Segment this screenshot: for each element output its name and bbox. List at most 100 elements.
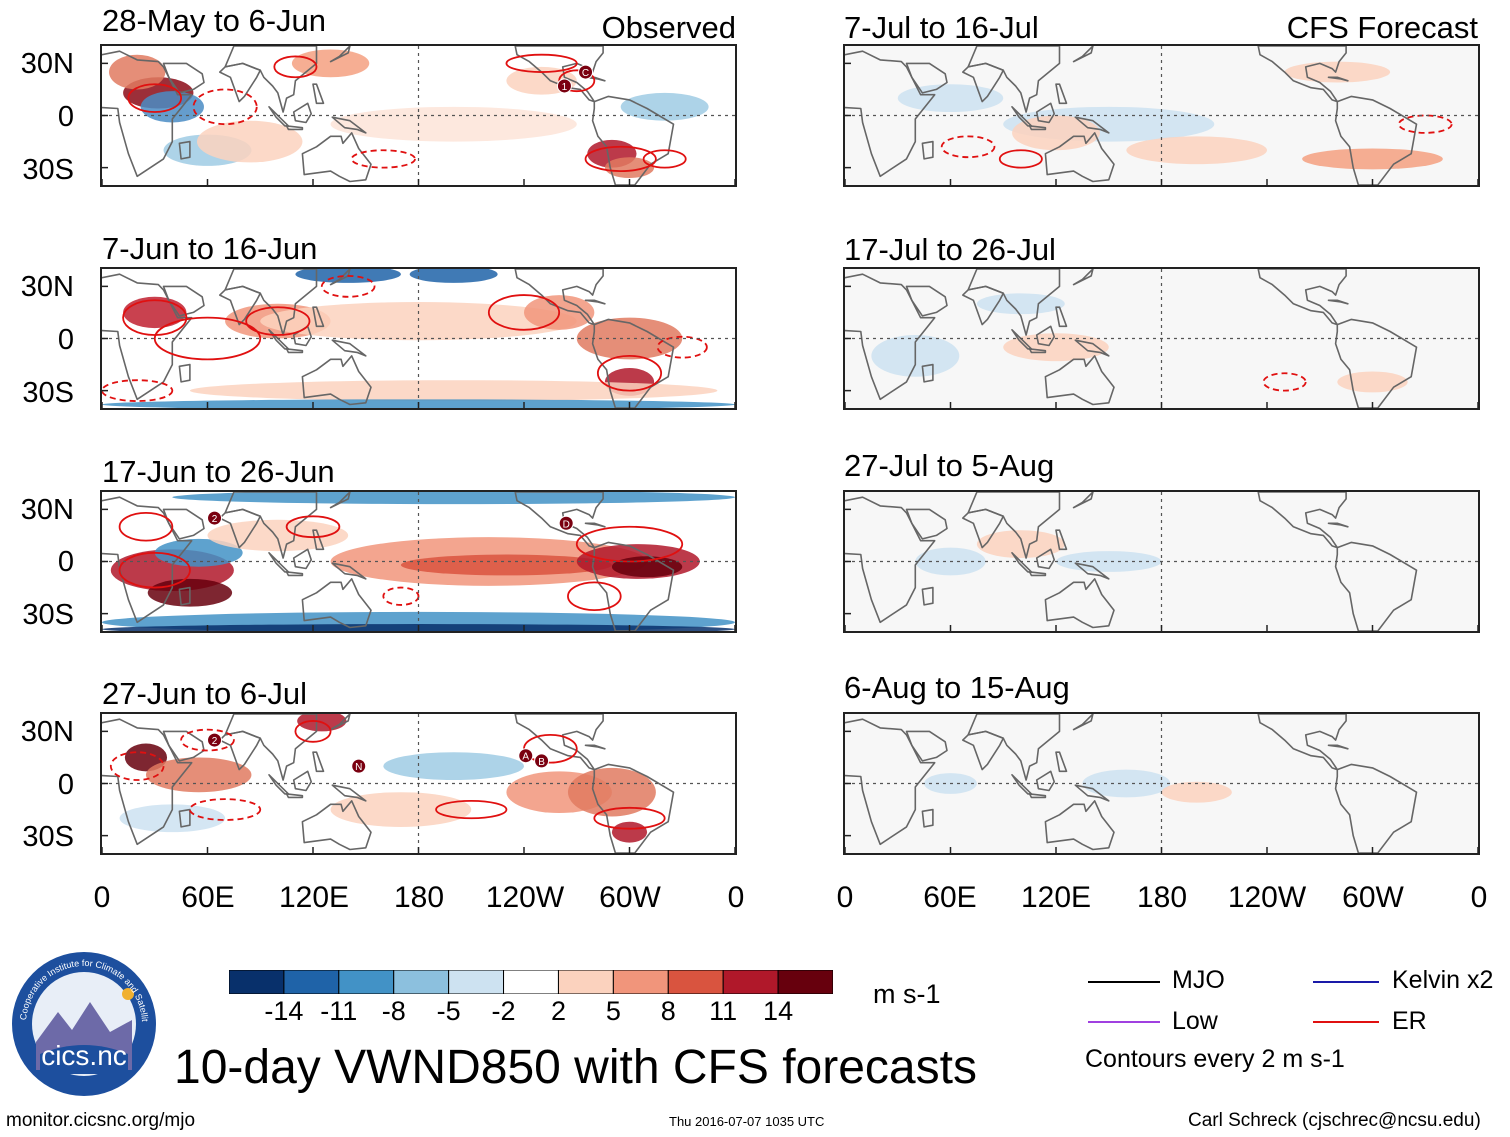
storm-marker-label: B [538, 757, 545, 768]
coastline [224, 714, 318, 781]
coastline [1011, 551, 1033, 573]
coastline [285, 793, 304, 799]
coastline [514, 492, 604, 549]
storm-marker-label: N [355, 762, 362, 773]
er-contour [102, 379, 174, 402]
storm-marker-label: 1 [562, 82, 568, 93]
coastline [967, 269, 1061, 336]
coastline [285, 571, 304, 577]
er-contour [567, 581, 622, 612]
source-link[interactable]: monitor.cicsnc.org/mjo [6, 1110, 196, 1131]
coastline [331, 562, 367, 580]
fcst-map-panel-3 [843, 490, 1480, 633]
coastline [312, 751, 325, 773]
coastline [905, 62, 948, 94]
lat-label-30n: 30N [20, 271, 74, 303]
coastline [178, 586, 191, 606]
logo-sun [122, 988, 134, 1000]
legend-er-line [1313, 1021, 1379, 1023]
coastline [591, 541, 675, 631]
coastline [1327, 299, 1349, 305]
er-contour [593, 806, 666, 830]
anomaly-shading [400, 554, 612, 576]
colorbar-swatch [667, 969, 724, 995]
coastline [1257, 269, 1347, 326]
colorbar-swatch [228, 969, 285, 995]
anomaly-shading [611, 556, 683, 578]
anomaly-shading [109, 54, 166, 90]
colorbar-swatch [777, 969, 834, 995]
colorbar-swatch [283, 969, 340, 995]
coastline [921, 363, 934, 383]
anomaly-shading [620, 92, 709, 121]
obs-panel-1-title: 28-May to 6-Jun [102, 3, 326, 38]
lat-label-30s: 30S [22, 154, 74, 186]
lon-label-180: 180 [393, 881, 445, 914]
storm-marker: C [578, 64, 594, 80]
coastline [591, 318, 675, 408]
coastline [1044, 578, 1115, 629]
lat-label-eq: 0 [57, 101, 74, 133]
er-contour [998, 149, 1043, 169]
anomaly-shading [1003, 333, 1109, 362]
coastline [921, 140, 934, 160]
coastline [102, 496, 193, 624]
storm-marker-label: A [522, 752, 529, 763]
storm-marker: 2 [207, 732, 223, 748]
coastline [285, 348, 304, 354]
storm-marker-label: 2 [212, 514, 218, 525]
coastline [1044, 800, 1115, 851]
fcst-panel-4-title: 6-Aug to 15-Aug [844, 670, 1070, 705]
legend-er-label: ER [1392, 1007, 1427, 1035]
er-contour [245, 306, 311, 336]
er-contour [285, 515, 341, 539]
lon-label-120w: 120W [1227, 881, 1307, 914]
fcst-map-panel-2 [843, 267, 1480, 410]
er-contour [109, 751, 165, 781]
coastline [1035, 102, 1055, 124]
coastline [1072, 492, 1094, 509]
er-contour [118, 551, 191, 589]
coastline [329, 269, 351, 286]
colorbar-swatch [722, 969, 779, 995]
anomaly-shading [1337, 371, 1408, 393]
coastline [514, 714, 604, 771]
anomaly-shading [1056, 551, 1162, 572]
anomaly-shading [409, 269, 498, 283]
coastline [301, 355, 372, 406]
coastline [967, 492, 1061, 559]
coastline [921, 586, 934, 606]
obs-panel-4-title: 27-Jun to 6-Jul [102, 676, 308, 711]
anomaly-shading [330, 106, 577, 142]
coastline [1072, 269, 1094, 286]
coastline [1334, 541, 1418, 631]
anomaly-shading [260, 302, 577, 341]
colorbar-tick-label: 11 [709, 996, 738, 1026]
obs-panel-3-title: 17-Jun to 26-Jun [102, 454, 335, 489]
coastline [584, 522, 606, 528]
coastline [1257, 46, 1347, 103]
coastline [178, 808, 191, 828]
coastline [514, 269, 604, 326]
lon-label-180: 180 [1136, 881, 1188, 914]
storm-marker-label: D [563, 519, 570, 530]
anomaly-shading [1302, 148, 1443, 170]
coastline [178, 363, 191, 383]
lon-label-120e: 120E [1020, 881, 1092, 914]
fcst-panel-3-title: 27-Jul to 5-Aug [844, 448, 1055, 483]
coastline [268, 551, 290, 573]
coastline [224, 46, 318, 113]
anomaly-shading [976, 293, 1065, 315]
colorbar-swatch [503, 969, 559, 995]
er-contour [656, 335, 708, 359]
coastline [1257, 492, 1347, 549]
coastline [905, 508, 948, 540]
er-contour [940, 135, 996, 159]
coastline [329, 492, 351, 509]
legend-mjo-line [1088, 981, 1160, 983]
coastline [1055, 83, 1068, 105]
lon-label-60w: 60W [599, 881, 661, 914]
colorbar-tick-label: 14 [763, 996, 794, 1026]
er-contour [192, 88, 258, 126]
